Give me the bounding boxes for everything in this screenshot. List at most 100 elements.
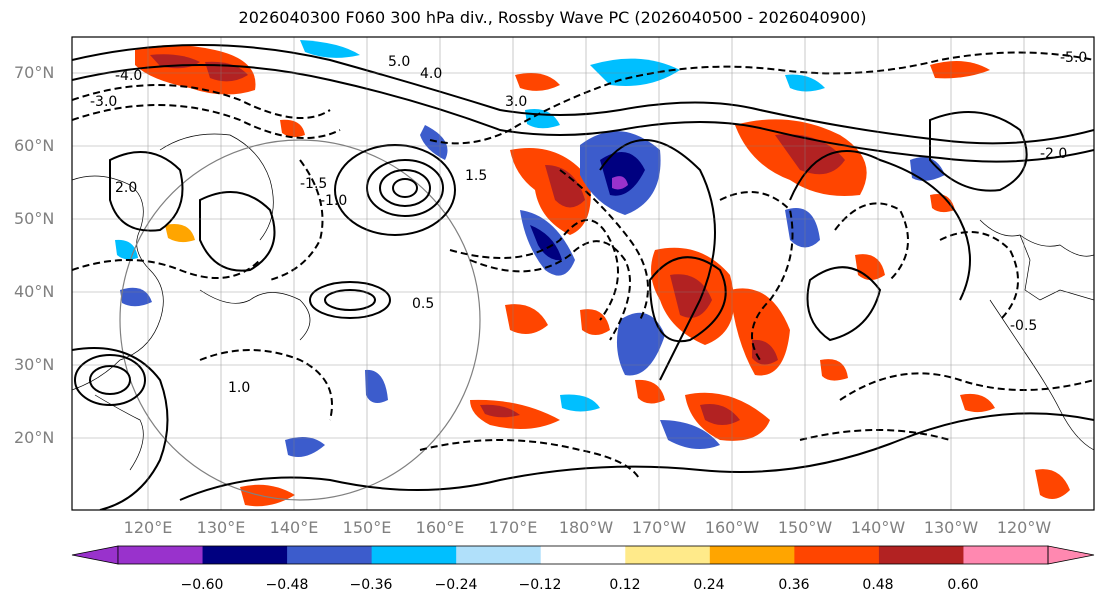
lat-label: 30°N	[14, 355, 55, 374]
colorbar-tick-label: −0.24	[434, 577, 478, 593]
chart-title: 2026040300 F060 300 hPa div., Rossby Wav…	[238, 8, 867, 27]
shade-blob	[616, 312, 665, 376]
shade-blob	[240, 484, 295, 507]
shade-blob	[505, 304, 548, 334]
colorbar-segment	[456, 546, 542, 564]
colorbar-segment	[709, 546, 795, 564]
lon-label: 120°W	[996, 518, 1052, 537]
contour-label: -1.0	[320, 193, 347, 209]
lat-label: 70°N	[14, 63, 55, 82]
colorbar-segment	[878, 546, 964, 564]
colorbar-tick-label: 0.24	[693, 577, 725, 593]
shade-blob	[635, 379, 665, 404]
shade-blob	[1035, 469, 1070, 499]
shade-blob	[580, 309, 610, 335]
shade-blob	[515, 72, 560, 91]
divergence-shading	[115, 40, 1070, 507]
shade-blob	[285, 436, 325, 458]
contour-label: -1.5	[300, 176, 327, 192]
shade-blob	[960, 393, 995, 413]
contour-label: -4.0	[115, 68, 142, 84]
shade-blob	[120, 287, 152, 307]
contour-label: 2.0	[115, 180, 137, 196]
lon-label: 160°W	[704, 518, 760, 537]
shade-blob	[365, 369, 388, 404]
colorbar-segment	[794, 546, 880, 564]
lon-label: 160°E	[415, 518, 465, 537]
shade-blob	[785, 208, 820, 248]
shade-blob	[612, 176, 628, 190]
shade-blob	[930, 61, 990, 79]
contour-label: 0.5	[412, 296, 434, 312]
colorbar-segment	[202, 546, 288, 564]
shade-blob	[530, 225, 562, 261]
shade-blob	[480, 404, 520, 418]
colorbar-segment	[287, 546, 373, 564]
lon-label: 150°E	[342, 518, 392, 537]
colorbar-tick-label: 0.60	[947, 577, 979, 593]
lon-label: 170°E	[488, 518, 538, 537]
lat-label: 60°N	[14, 136, 55, 155]
shade-blob	[205, 61, 248, 82]
contour-label: 1.0	[228, 380, 250, 396]
colorbar-tick-label: 0.12	[609, 577, 641, 593]
contour-label: 4.0	[420, 66, 442, 82]
shade-blob	[560, 394, 600, 412]
shade-blob	[910, 157, 945, 181]
colorbar-extend-right	[1047, 545, 1095, 565]
colorbar-tick-label: −0.36	[349, 577, 393, 593]
contour-label: 5.0	[388, 54, 410, 70]
colorbar-segment	[371, 546, 457, 564]
lon-label: 180°W	[558, 518, 614, 537]
shade-blob	[930, 194, 955, 213]
colorbar-tick-label: 0.36	[778, 577, 810, 593]
contour-label: 1.5	[465, 168, 487, 184]
colorbar-segment	[625, 546, 711, 564]
contour-label: -5.0	[1060, 50, 1087, 66]
lon-label: 140°W	[850, 518, 906, 537]
lon-label: 150°W	[777, 518, 833, 537]
shade-blob	[510, 148, 591, 235]
coastlines	[72, 133, 1094, 471]
shade-blob	[280, 119, 305, 138]
map-frame	[71, 36, 1095, 511]
shade-blob	[820, 359, 848, 381]
contour-label: 3.0	[505, 94, 527, 110]
lat-label: 40°N	[14, 282, 55, 301]
contour-label-layer: 5.0 4.0 3.0 2.0 1.5 1.0 0.5 -0.5 -1.0 -1…	[90, 50, 1087, 396]
shade-blob	[660, 420, 720, 449]
lon-label: 130°E	[196, 518, 246, 537]
contour-label: -2.0	[1040, 146, 1067, 162]
gridlines	[72, 37, 1094, 510]
colorbar-frame	[117, 545, 1049, 565]
shade-blob	[700, 404, 740, 425]
lon-label: 130°W	[923, 518, 979, 537]
colorbar	[71, 545, 1095, 565]
colorbar-tick-label: −0.12	[518, 577, 562, 593]
colorbar-segment	[963, 546, 1049, 564]
contour-label: -0.5	[1010, 318, 1037, 334]
shade-blob	[420, 125, 448, 160]
colorbar-extend-left	[71, 545, 119, 565]
shade-blob	[545, 165, 585, 208]
lat-label: 20°N	[14, 428, 55, 447]
colorbar-segment	[540, 546, 626, 564]
reference-circle	[119, 139, 481, 501]
shade-blob	[165, 224, 195, 243]
contour-label: -3.0	[90, 94, 117, 110]
shade-blob	[670, 274, 712, 318]
shade-blob	[590, 58, 680, 86]
negative-contours	[72, 51, 1094, 481]
lon-label: 120°E	[123, 518, 173, 537]
shade-blob	[775, 134, 845, 175]
colorbar-segment	[118, 546, 204, 564]
lat-label: 50°N	[14, 209, 55, 228]
colorbar-tick-label: −0.60	[180, 577, 224, 593]
lon-label: 170°W	[631, 518, 687, 537]
shade-blob	[600, 152, 645, 196]
colorbar-tick-label: 0.48	[862, 577, 894, 593]
map-background	[72, 37, 1094, 510]
lon-label: 140°E	[269, 518, 319, 537]
colorbar-tick-label: −0.48	[265, 577, 309, 593]
